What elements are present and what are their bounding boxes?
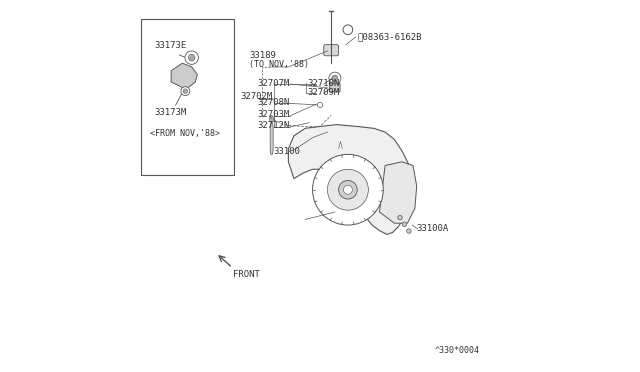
Text: Ⓜ08363-6162B: Ⓜ08363-6162B — [357, 32, 422, 41]
Text: ^330*0004: ^330*0004 — [435, 346, 480, 355]
Ellipse shape — [330, 82, 340, 86]
Circle shape — [328, 169, 369, 210]
Text: 32703M: 32703M — [257, 110, 290, 119]
Polygon shape — [172, 63, 197, 89]
Text: 32709M: 32709M — [307, 88, 339, 97]
Text: 33173M: 33173M — [154, 108, 187, 117]
Text: (TO NOV,'88): (TO NOV,'88) — [250, 60, 309, 69]
Text: 33100A: 33100A — [417, 224, 449, 232]
Polygon shape — [289, 125, 413, 234]
Circle shape — [397, 215, 402, 220]
Text: 33189: 33189 — [250, 51, 276, 60]
Circle shape — [343, 25, 353, 35]
Circle shape — [402, 222, 406, 227]
FancyBboxPatch shape — [324, 45, 339, 56]
Circle shape — [332, 75, 338, 81]
Circle shape — [181, 87, 190, 96]
Circle shape — [406, 229, 411, 233]
Text: 32710N: 32710N — [307, 78, 339, 87]
Text: <FROM NOV,'88>: <FROM NOV,'88> — [150, 129, 220, 138]
Circle shape — [317, 102, 323, 108]
Bar — [141, 19, 234, 175]
Text: FRONT: FRONT — [232, 270, 259, 279]
Text: 32702M: 32702M — [240, 92, 272, 100]
Circle shape — [183, 89, 188, 93]
Polygon shape — [270, 123, 273, 154]
Circle shape — [188, 54, 195, 61]
Circle shape — [344, 185, 353, 194]
Polygon shape — [270, 115, 273, 123]
Text: 33173E: 33173E — [154, 41, 187, 50]
Circle shape — [312, 154, 383, 225]
Circle shape — [329, 72, 341, 84]
Text: 32712N: 32712N — [257, 121, 290, 130]
Circle shape — [185, 51, 198, 64]
Circle shape — [339, 180, 357, 199]
FancyBboxPatch shape — [330, 84, 340, 92]
Text: 33100: 33100 — [273, 147, 300, 156]
Text: 32708N: 32708N — [257, 98, 290, 107]
Polygon shape — [380, 162, 417, 223]
Text: 32707M: 32707M — [257, 78, 290, 87]
